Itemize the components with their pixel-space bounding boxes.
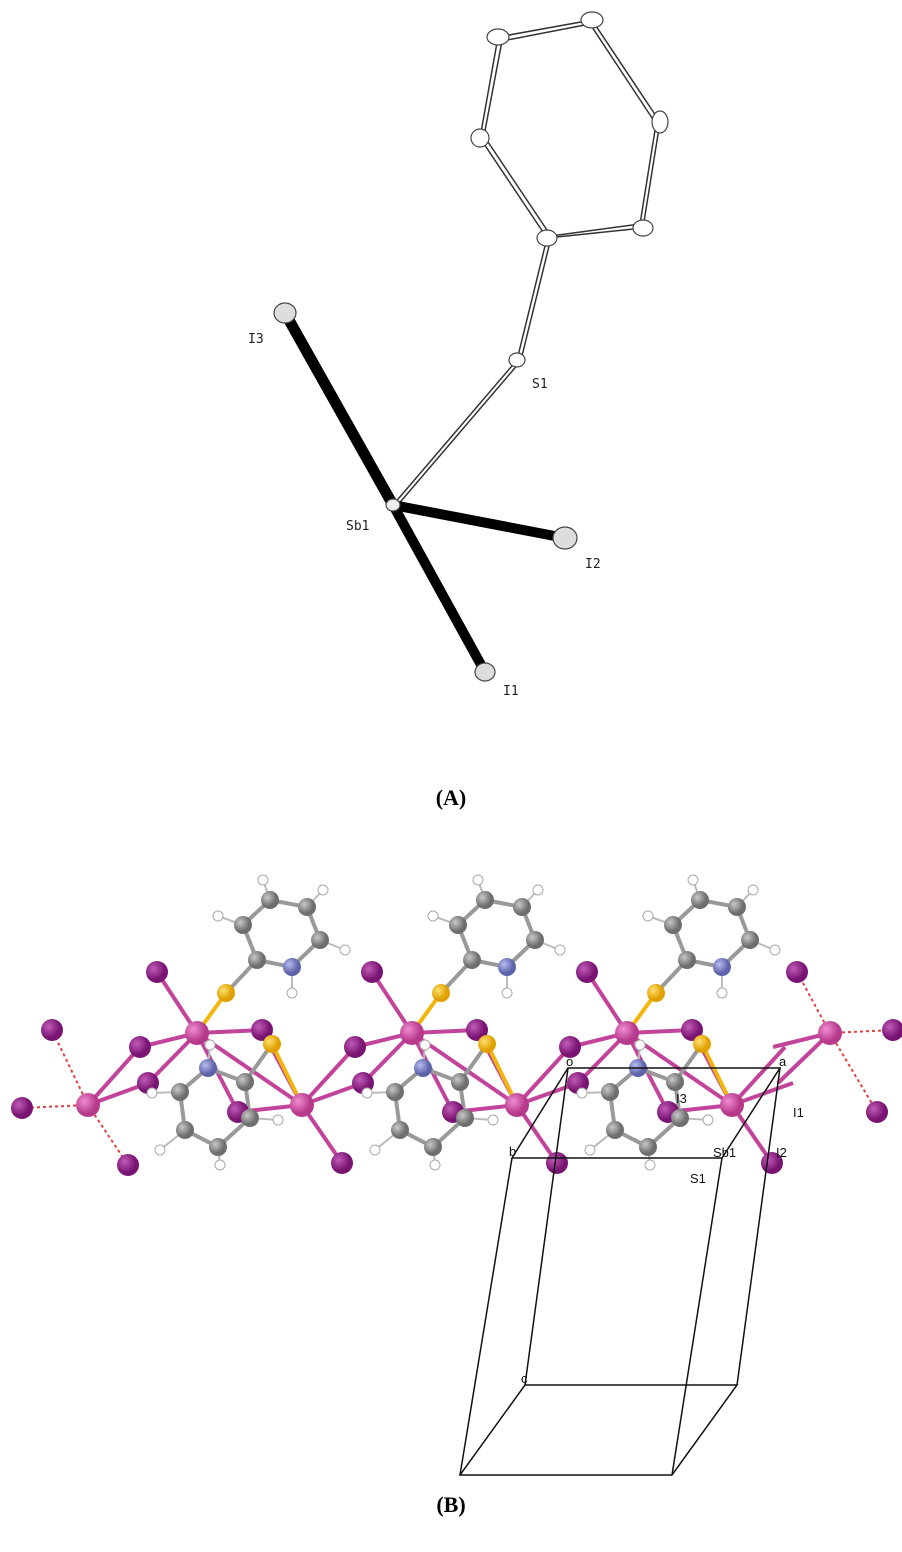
figure: I3 S1 Sb1 I2 I1 (A) o a b xyxy=(0,0,902,1552)
atom-label: I1 xyxy=(503,684,519,699)
atom-label: I3 xyxy=(248,332,264,347)
atom-label: I2 xyxy=(776,1145,787,1160)
caption: (A) xyxy=(436,785,467,810)
atom-label: S1 xyxy=(690,1171,706,1186)
atom-label: S1 xyxy=(532,377,548,392)
ellipsoids xyxy=(274,12,668,681)
atom-label: I1 xyxy=(793,1105,804,1120)
atom-label: I3 xyxy=(676,1091,687,1106)
phenyl-ring xyxy=(393,20,660,507)
atom-label: Sb1 xyxy=(713,1145,736,1160)
chain-unit xyxy=(559,875,793,1174)
atom-label: I2 xyxy=(585,557,601,572)
caption: (B) xyxy=(436,1492,465,1517)
sb-i-bonds xyxy=(285,313,565,672)
cell-axis: b xyxy=(509,1144,516,1159)
atom-label: Sb1 xyxy=(346,519,369,534)
panel-a: I3 S1 Sb1 I2 I1 (A) xyxy=(248,12,668,810)
cell-axis: o xyxy=(566,1054,573,1069)
chain-unit xyxy=(344,875,578,1174)
cell-axis: a xyxy=(779,1054,787,1069)
chain-unit xyxy=(129,875,363,1174)
panel-b: o a b c I3 I1 Sb1 S1 I2 (B) xyxy=(11,875,902,1517)
cell-axis: c xyxy=(521,1371,528,1386)
